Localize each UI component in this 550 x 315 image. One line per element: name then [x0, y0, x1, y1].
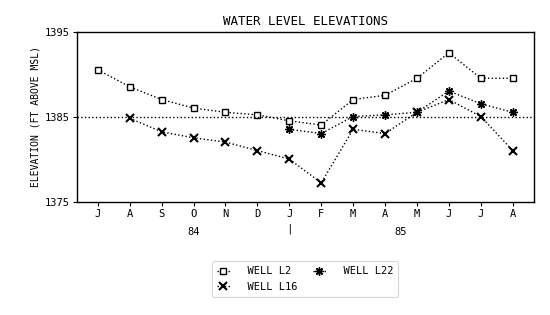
- Y-axis label: ELEVATION (FT ABOVE MSL): ELEVATION (FT ABOVE MSL): [31, 46, 41, 187]
- WELL L2: [190, 106, 197, 110]
- Text: 84: 84: [187, 227, 200, 237]
- WELL L16: [318, 181, 324, 185]
- WELL L2: [222, 111, 229, 114]
- WELL L16: [286, 157, 293, 161]
- WELL L16: [126, 116, 133, 120]
- WELL L16: [254, 149, 261, 152]
- Line: WELL L16: WELL L16: [125, 95, 517, 187]
- WELL L16: [509, 149, 516, 152]
- WELL L16: [222, 140, 229, 144]
- WELL L22: [446, 89, 452, 93]
- WELL L2: [158, 98, 165, 101]
- WELL L22: [350, 115, 356, 118]
- Title: WATER LEVEL ELEVATIONS: WATER LEVEL ELEVATIONS: [223, 14, 388, 27]
- Text: |: |: [286, 224, 293, 234]
- WELL L2: [477, 77, 484, 80]
- WELL L22: [318, 132, 324, 135]
- WELL L16: [446, 98, 452, 101]
- Line: WELL L22: WELL L22: [285, 87, 517, 138]
- WELL L2: [254, 113, 261, 117]
- WELL L2: [286, 119, 293, 123]
- WELL L22: [382, 113, 388, 117]
- WELL L2: [414, 77, 420, 80]
- WELL L22: [414, 111, 420, 114]
- Line: WELL L2: WELL L2: [95, 50, 516, 128]
- WELL L2: [446, 51, 452, 55]
- Legend:   WELL L2,   WELL L16,   WELL L22: WELL L2, WELL L16, WELL L22: [212, 261, 399, 297]
- WELL L2: [509, 77, 516, 80]
- WELL L16: [382, 132, 388, 135]
- WELL L22: [509, 111, 516, 114]
- WELL L2: [95, 68, 101, 72]
- WELL L22: [286, 128, 293, 131]
- WELL L2: [350, 98, 356, 101]
- WELL L16: [414, 111, 420, 114]
- WELL L16: [350, 128, 356, 131]
- WELL L2: [318, 123, 324, 127]
- WELL L16: [477, 115, 484, 118]
- WELL L2: [126, 85, 133, 89]
- WELL L16: [158, 130, 165, 134]
- WELL L22: [477, 102, 484, 106]
- WELL L2: [382, 94, 388, 97]
- WELL L16: [190, 136, 197, 140]
- Text: 85: 85: [395, 227, 407, 237]
